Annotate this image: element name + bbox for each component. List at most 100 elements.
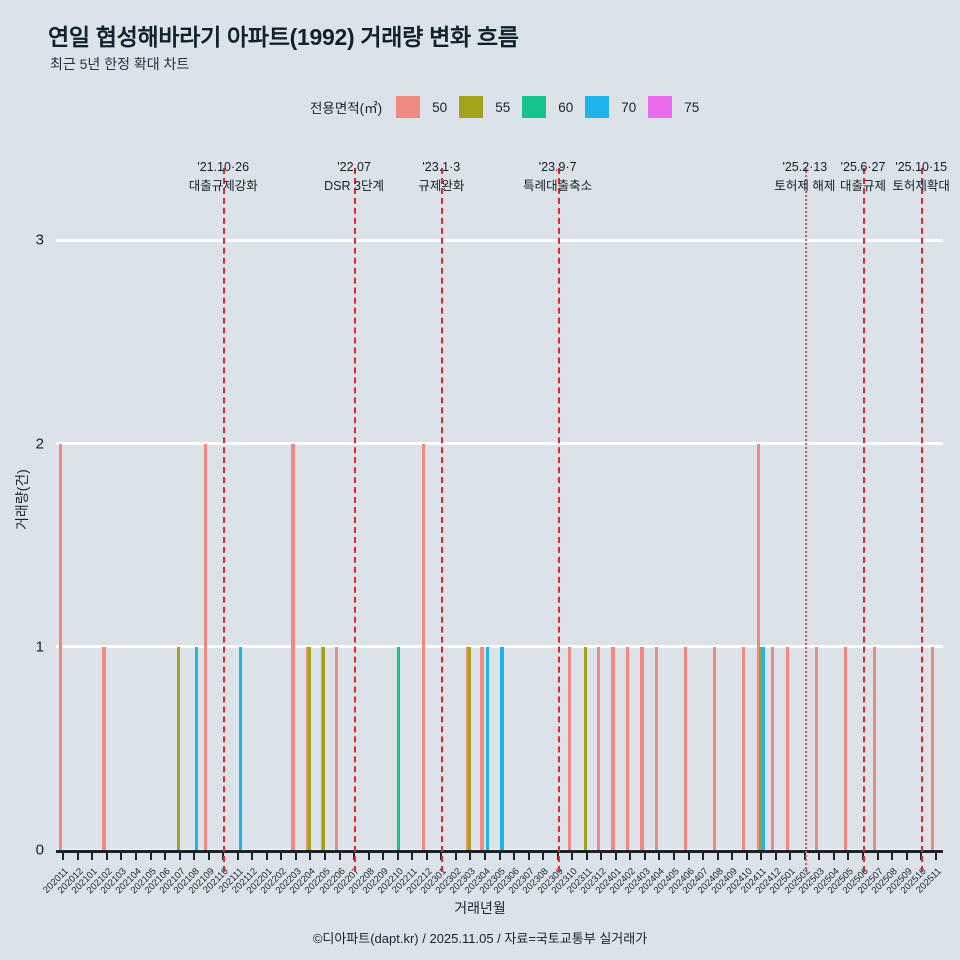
event-date: '23.9·7: [538, 160, 577, 174]
bar[interactable]: [771, 646, 775, 850]
legend-item-55[interactable]: 55: [459, 96, 510, 118]
bar[interactable]: [843, 646, 848, 850]
x-tick: [672, 850, 675, 860]
gridline-y-3: [56, 238, 943, 242]
x-tick: [120, 850, 123, 860]
legend-item-70[interactable]: 70: [585, 96, 636, 118]
x-tick: [425, 850, 428, 860]
x-tick: [454, 850, 457, 860]
x-tick: [905, 850, 908, 860]
bar[interactable]: [611, 646, 615, 850]
x-tick: [367, 850, 370, 860]
bar[interactable]: [785, 646, 789, 850]
x-tick: [62, 850, 65, 860]
event-line-202510: [921, 168, 924, 872]
bar[interactable]: [873, 646, 877, 850]
event-date: '25.2·13: [782, 160, 828, 174]
legend-swatch-75: [648, 96, 673, 118]
bar[interactable]: [396, 646, 400, 850]
x-tick: [251, 850, 254, 860]
bar[interactable]: [596, 646, 600, 850]
x-tick: [600, 850, 603, 860]
bar[interactable]: [485, 646, 490, 850]
bar[interactable]: [58, 443, 62, 850]
event-date: '23.1·3: [422, 160, 461, 174]
x-tick: [483, 850, 486, 860]
x-tick: [818, 850, 821, 860]
x-tick: [91, 850, 94, 860]
bar[interactable]: [742, 646, 746, 850]
y-tick-label-1: 1: [35, 638, 44, 656]
bar[interactable]: [238, 646, 242, 850]
bar[interactable]: [102, 646, 106, 850]
bar[interactable]: [204, 443, 208, 850]
bar[interactable]: [307, 646, 311, 850]
legend-label-70: 70: [621, 99, 637, 115]
bar[interactable]: [500, 646, 504, 850]
x-tick: [207, 850, 210, 860]
x-tick: [571, 850, 574, 860]
legend-swatch-60: [522, 96, 547, 118]
bar[interactable]: [465, 646, 470, 850]
x-tick: [411, 850, 414, 860]
x-tick: [585, 850, 588, 860]
gridline-y-1: [56, 645, 943, 649]
event-name: 특례대출축소: [523, 179, 593, 194]
x-tick: [265, 850, 268, 860]
x-tick: [527, 850, 530, 860]
bar[interactable]: [625, 646, 630, 850]
bar[interactable]: [814, 646, 819, 850]
bar[interactable]: [480, 646, 484, 850]
event-label-202309: '23.9·7 특례대출축소: [488, 158, 628, 197]
bar[interactable]: [758, 646, 762, 850]
x-tick: [309, 850, 312, 860]
legend: 전용면적(㎡) 50 55 60 70 75: [310, 96, 711, 118]
bar[interactable]: [684, 646, 688, 850]
legend-label-50: 50: [432, 99, 448, 115]
bar[interactable]: [335, 646, 339, 850]
legend-item-50[interactable]: 50: [396, 96, 447, 118]
event-name: 규제완화: [418, 179, 465, 194]
legend-item-60[interactable]: 60: [522, 96, 573, 118]
bar[interactable]: [567, 646, 571, 850]
event-name: 대출규제: [840, 179, 887, 194]
bar[interactable]: [931, 646, 935, 850]
y-axis-title: 거래량(건): [14, 469, 30, 530]
x-tick: [745, 850, 748, 860]
y-tick-label-2: 2: [35, 435, 44, 453]
x-tick: [164, 850, 167, 860]
event-date: '21.10·26: [197, 160, 250, 174]
x-tick: [280, 850, 283, 860]
x-tick: [847, 850, 850, 860]
bar[interactable]: [756, 443, 760, 850]
bar[interactable]: [305, 646, 310, 850]
legend-item-75[interactable]: 75: [648, 96, 699, 118]
bar[interactable]: [713, 646, 717, 850]
bar[interactable]: [654, 646, 659, 850]
x-tick: [643, 850, 646, 860]
x-tick: [542, 850, 545, 860]
footer-credit: ©디아파트(dapt.kr) / 2025.11.05 / 자료=국토교통부 실…: [312, 931, 648, 946]
chart-title: 연일 협성해바라기 아파트(1992) 거래량 변화 흐름: [48, 24, 519, 50]
event-name: 토허제확대: [892, 179, 950, 194]
bar[interactable]: [467, 646, 471, 850]
legend-title: 전용면적(㎡): [310, 101, 383, 116]
event-label-202510: '25.10·15 토허제확대: [851, 158, 960, 197]
event-line-202502: [804, 168, 807, 872]
event-line-202110: [223, 168, 226, 872]
bar[interactable]: [640, 646, 644, 850]
x-axis-title: 거래년월: [454, 900, 506, 916]
bar[interactable]: [422, 443, 426, 850]
bar[interactable]: [322, 646, 326, 850]
bar[interactable]: [176, 646, 181, 850]
event-line-202301: [441, 168, 444, 872]
x-tick: [934, 850, 937, 860]
bar[interactable]: [195, 646, 199, 850]
bar[interactable]: [320, 646, 324, 850]
event-date: '25.10·15: [895, 160, 948, 174]
bar[interactable]: [584, 646, 588, 850]
x-tick: [716, 850, 719, 860]
x-tick: [382, 850, 385, 860]
bar[interactable]: [291, 443, 295, 850]
bar[interactable]: [762, 646, 766, 850]
